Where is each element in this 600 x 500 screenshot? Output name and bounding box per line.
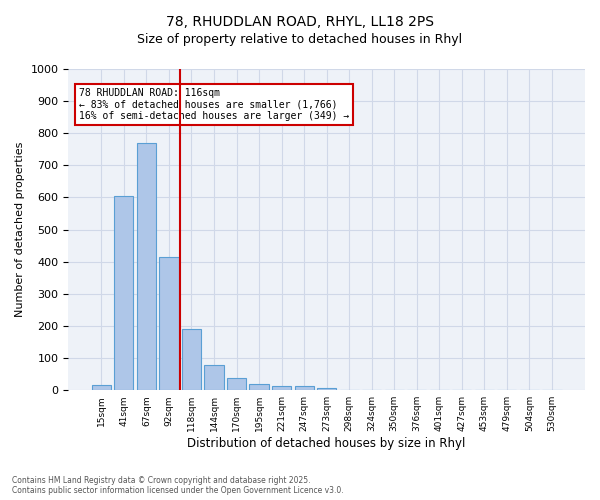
Bar: [205, 365, 224, 390]
Text: 78 RHUDDLAN ROAD: 116sqm
← 83% of detached houses are smaller (1,766)
16% of sem: 78 RHUDDLAN ROAD: 116sqm ← 83% of detach…: [79, 88, 349, 122]
Bar: [272, 386, 291, 390]
Bar: [317, 388, 336, 390]
Text: 78, RHUDDLAN ROAD, RHYL, LL18 2PS: 78, RHUDDLAN ROAD, RHYL, LL18 2PS: [166, 15, 434, 29]
Bar: [160, 257, 179, 390]
Bar: [295, 386, 314, 390]
Text: Contains HM Land Registry data © Crown copyright and database right 2025.
Contai: Contains HM Land Registry data © Crown c…: [12, 476, 344, 495]
Text: Size of property relative to detached houses in Rhyl: Size of property relative to detached ho…: [137, 32, 463, 46]
Bar: [137, 143, 156, 390]
X-axis label: Distribution of detached houses by size in Rhyl: Distribution of detached houses by size …: [187, 437, 466, 450]
Y-axis label: Number of detached properties: Number of detached properties: [15, 142, 25, 318]
Bar: [227, 378, 246, 390]
Bar: [250, 384, 269, 390]
Bar: [182, 329, 201, 390]
Bar: [114, 196, 133, 390]
Bar: [92, 386, 111, 390]
